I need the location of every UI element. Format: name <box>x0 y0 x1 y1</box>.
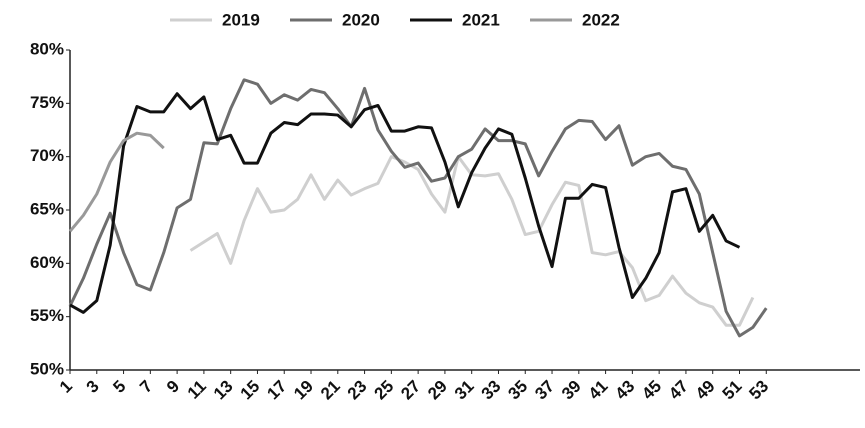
x-tick-label: 41 <box>585 377 612 404</box>
x-tick-label: 35 <box>504 377 531 404</box>
x-tick-label: 17 <box>263 377 290 404</box>
x-tick-label: 15 <box>237 377 264 404</box>
y-tick-label: 55% <box>30 306 64 325</box>
x-tick-label: 19 <box>290 377 317 404</box>
x-tick-label: 33 <box>478 377 505 404</box>
x-tick-label: 1 <box>56 377 76 397</box>
series-line <box>189 155 755 327</box>
series-line <box>69 92 741 314</box>
x-tick-label: 51 <box>719 377 746 404</box>
x-tick-label: 11 <box>184 377 210 403</box>
legend-label: 2019 <box>222 10 260 29</box>
legend-label: 2021 <box>462 10 500 29</box>
y-tick-label: 60% <box>30 253 64 272</box>
x-tick-label: 39 <box>558 377 585 404</box>
x-tick-label: 47 <box>665 377 692 404</box>
x-tick-label: 29 <box>424 377 451 404</box>
y-tick-label: 70% <box>30 146 64 165</box>
x-tick-label: 45 <box>638 377 665 404</box>
x-tick-label: 7 <box>136 377 156 397</box>
x-tick-label: 21 <box>317 377 344 404</box>
y-tick-label: 80% <box>30 39 64 58</box>
y-tick-label: 50% <box>30 359 64 378</box>
series-line <box>68 78 768 338</box>
x-tick-label: 3 <box>83 377 103 397</box>
y-tick-label: 75% <box>30 93 64 112</box>
x-tick-label: 9 <box>163 377 183 397</box>
x-tick-label: 31 <box>451 377 478 404</box>
x-tick-label: 49 <box>692 377 719 404</box>
y-tick-label: 65% <box>30 199 64 218</box>
x-tick-label: 53 <box>745 377 772 404</box>
x-tick-label: 27 <box>397 377 424 404</box>
x-tick-label: 37 <box>531 377 558 404</box>
legend-label: 2020 <box>342 10 380 29</box>
legend-label: 2022 <box>582 10 620 29</box>
x-tick-label: 13 <box>210 377 237 404</box>
x-tick-label: 23 <box>344 377 371 404</box>
x-tick-label: 43 <box>612 377 639 404</box>
x-tick-label: 5 <box>109 377 129 397</box>
x-tick-label: 25 <box>371 377 398 404</box>
series-line <box>68 131 165 233</box>
